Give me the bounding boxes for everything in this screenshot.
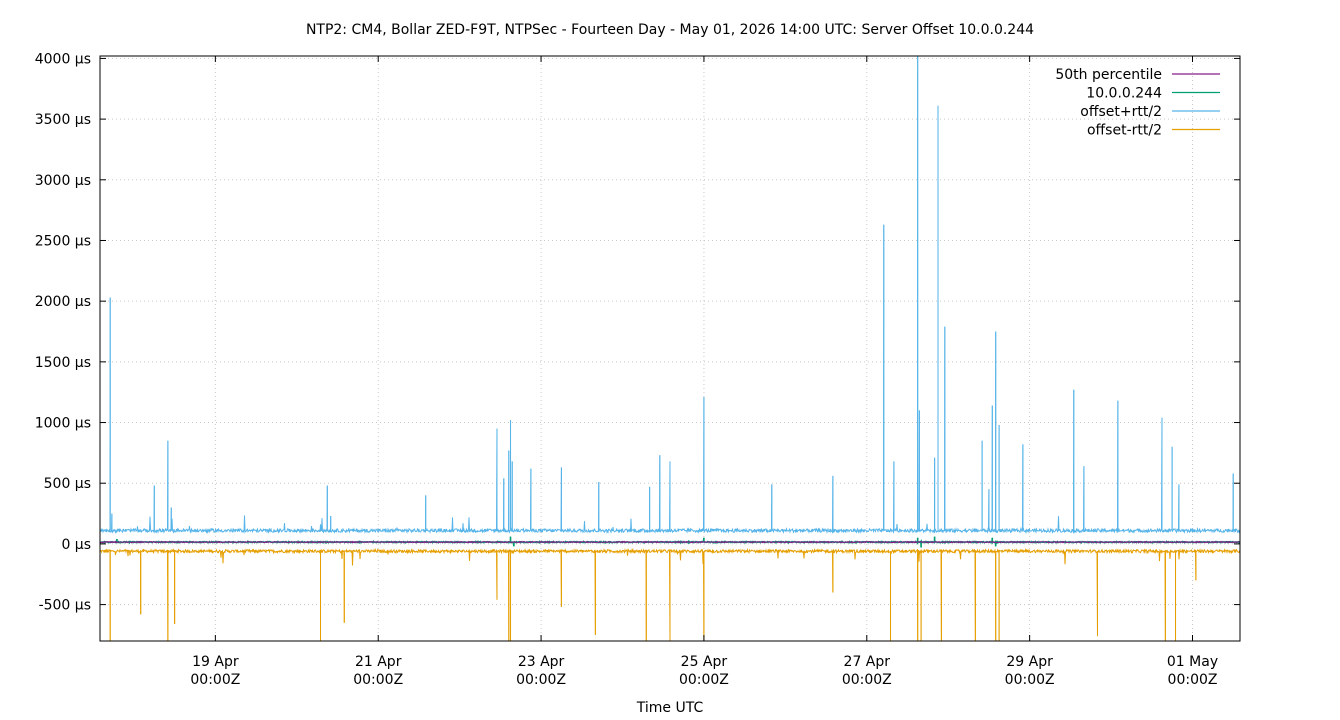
x-tick-label-time: 00:00Z — [842, 672, 892, 688]
y-tick-label: 4000 µs — [35, 51, 91, 67]
series-0 — [99, 540, 1241, 544]
chart-title: NTP2: CM4, Bollar ZED-F9T, NTPSec - Four… — [306, 22, 1034, 38]
axis-ticks: -500 µs 0 µs 500 µs 1000 µs 1500 µs 2000 µs 25… — [35, 51, 1240, 688]
y-tick-label: 2500 µs — [35, 233, 91, 249]
x-tick-label-date: 01 May — [1167, 654, 1218, 670]
y-tick-label: 0 µs — [61, 537, 91, 553]
y-tick-label: -500 µs — [39, 598, 91, 614]
y-tick-label: 3000 µs — [35, 173, 91, 189]
y-tick-label: 1000 µs — [35, 416, 91, 432]
x-tick-label-date: 23 Apr — [518, 654, 565, 670]
x-tick-label-time: 00:00Z — [190, 672, 240, 688]
x-tick-label-date: 29 Apr — [1006, 654, 1053, 670]
legend-label: 10.0.0.244 — [1086, 86, 1162, 102]
y-tick-label: 2000 µs — [35, 294, 91, 310]
series-line — [99, 540, 1241, 544]
plot-area-frame — [99, 55, 1241, 642]
x-tick-label-time: 00:00Z — [1005, 672, 1055, 688]
grid — [100, 56, 1240, 641]
x-tick-label-time: 00:00Z — [516, 672, 566, 688]
series-line — [99, 55, 1241, 535]
x-tick-label-date: 27 Apr — [844, 654, 891, 670]
x-tick-label-time: 00:00Z — [1168, 672, 1218, 688]
y-tick-label: 500 µs — [44, 476, 91, 492]
y-tick-label: 3500 µs — [35, 112, 91, 128]
series-layer — [99, 55, 1241, 642]
y-tick-label: 1500 µs — [35, 355, 91, 371]
x-tick-label-date: 21 Apr — [355, 654, 402, 670]
x-tick-label-time: 00:00Z — [679, 672, 729, 688]
x-tick-label-date: 19 Apr — [192, 654, 239, 670]
legend: 50th percentile 10.0.0.244 offset+rtt/2 off… — [1055, 67, 1220, 139]
legend-label: offset+rtt/2 — [1080, 104, 1162, 120]
series-3 — [99, 547, 1241, 642]
x-axis-label: Time UTC — [636, 700, 704, 716]
x-tick-label-time: 00:00Z — [353, 672, 403, 688]
legend-label: offset-rtt/2 — [1087, 123, 1162, 139]
series-line — [99, 547, 1241, 642]
series-2 — [99, 55, 1241, 535]
x-tick-label-date: 25 Apr — [681, 654, 728, 670]
legend-label: 50th percentile — [1055, 67, 1162, 83]
